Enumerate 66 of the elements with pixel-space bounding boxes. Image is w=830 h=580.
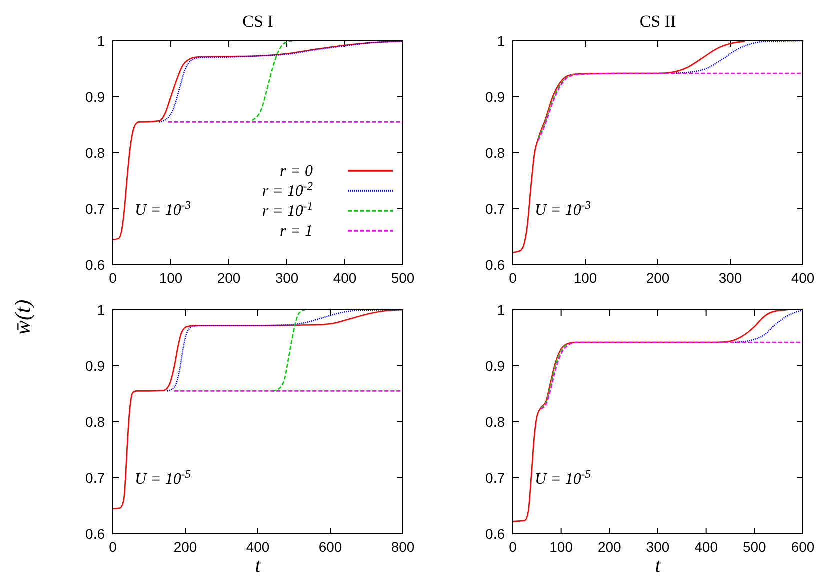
- line-series: [512, 40, 746, 254]
- annotation: U = 10$^{-5}$: [535, 469, 592, 488]
- y-tick-label: 0.6: [486, 526, 506, 542]
- y-tick-label: 1: [97, 302, 106, 318]
- y-tick-label: 0.7: [86, 201, 106, 217]
- y-tick-label: 0.7: [486, 201, 506, 217]
- x-tick-label: 500: [742, 539, 767, 555]
- x-tick-label: 600: [791, 539, 815, 555]
- y-tick-label: 0.7: [86, 470, 106, 486]
- y-tick-label: 0.9: [86, 89, 106, 105]
- legend-label: r = 10$^{-2}$: [262, 181, 314, 200]
- x-tick-label: 300: [718, 270, 742, 286]
- legend-label: r = 10$^{-1}$: [262, 201, 313, 220]
- y-tick-label: 0.6: [486, 257, 506, 273]
- x-tick-label: 400: [333, 270, 357, 286]
- y-tick-label: 0.9: [86, 358, 106, 374]
- line-series: [272, 309, 306, 392]
- y-tick-label: 1: [497, 302, 506, 318]
- x-tick-label: 0: [509, 270, 518, 286]
- x-tick-label: 100: [159, 270, 183, 286]
- x-tick-label: 400: [694, 539, 718, 555]
- x-tick-label: 300: [275, 270, 299, 286]
- y-tick-label: 0.6: [86, 526, 106, 542]
- annotation: U = 10$^{-3}$: [535, 200, 592, 219]
- line-series: [158, 40, 404, 123]
- line-series: [512, 309, 790, 522]
- x-tick-label: 800: [391, 539, 415, 555]
- y-tick-label: 0.9: [486, 89, 506, 105]
- y-tick-label: 0.8: [486, 145, 506, 161]
- y-tick-label: 0.8: [86, 414, 106, 430]
- x-tick-label: 400: [246, 539, 270, 555]
- chart-title: CS II: [640, 12, 677, 31]
- annotation: U = 10$^{-3}$: [135, 200, 192, 219]
- x-tick-label: 200: [646, 270, 670, 286]
- x-axis-title: t: [655, 555, 662, 577]
- x-tick-label: 200: [598, 539, 622, 555]
- x-tick-label: 0: [109, 270, 118, 286]
- y-tick-label: 1: [97, 33, 106, 49]
- x-tick-label: 100: [550, 539, 574, 555]
- chart-title: CS I: [242, 12, 274, 31]
- line-series: [540, 344, 570, 409]
- line-series: [252, 40, 294, 122]
- line-series: [112, 40, 404, 240]
- line-series: [734, 310, 804, 344]
- x-tick-label: 600: [318, 539, 342, 555]
- y-tick-label: 0.8: [86, 145, 106, 161]
- x-tick-label: 0: [109, 539, 118, 555]
- x-tick-label: 200: [174, 539, 198, 555]
- y-tick-label: 0.8: [486, 414, 506, 430]
- y-tick-label: 1: [497, 33, 506, 49]
- legend-label: r = 1: [280, 223, 313, 240]
- line-series: [538, 73, 579, 140]
- y-tick-label: 0.7: [486, 470, 506, 486]
- legend-label: r = 0: [280, 163, 313, 180]
- x-tick-label: 100: [574, 270, 598, 286]
- x-tick-label: 0: [509, 539, 518, 555]
- x-tick-label: 500: [391, 270, 415, 286]
- x-tick-label: 300: [646, 539, 670, 555]
- line-series: [538, 72, 804, 142]
- y-tick-label: 0.9: [486, 358, 506, 374]
- x-axis-title: t: [255, 555, 262, 577]
- y-tick-label: 0.6: [86, 257, 106, 273]
- annotation: U = 10$^{-5}$: [135, 469, 192, 488]
- y-axis-title: w̄(t): [10, 300, 35, 336]
- x-tick-label: 400: [791, 270, 815, 286]
- x-tick-label: 200: [217, 270, 241, 286]
